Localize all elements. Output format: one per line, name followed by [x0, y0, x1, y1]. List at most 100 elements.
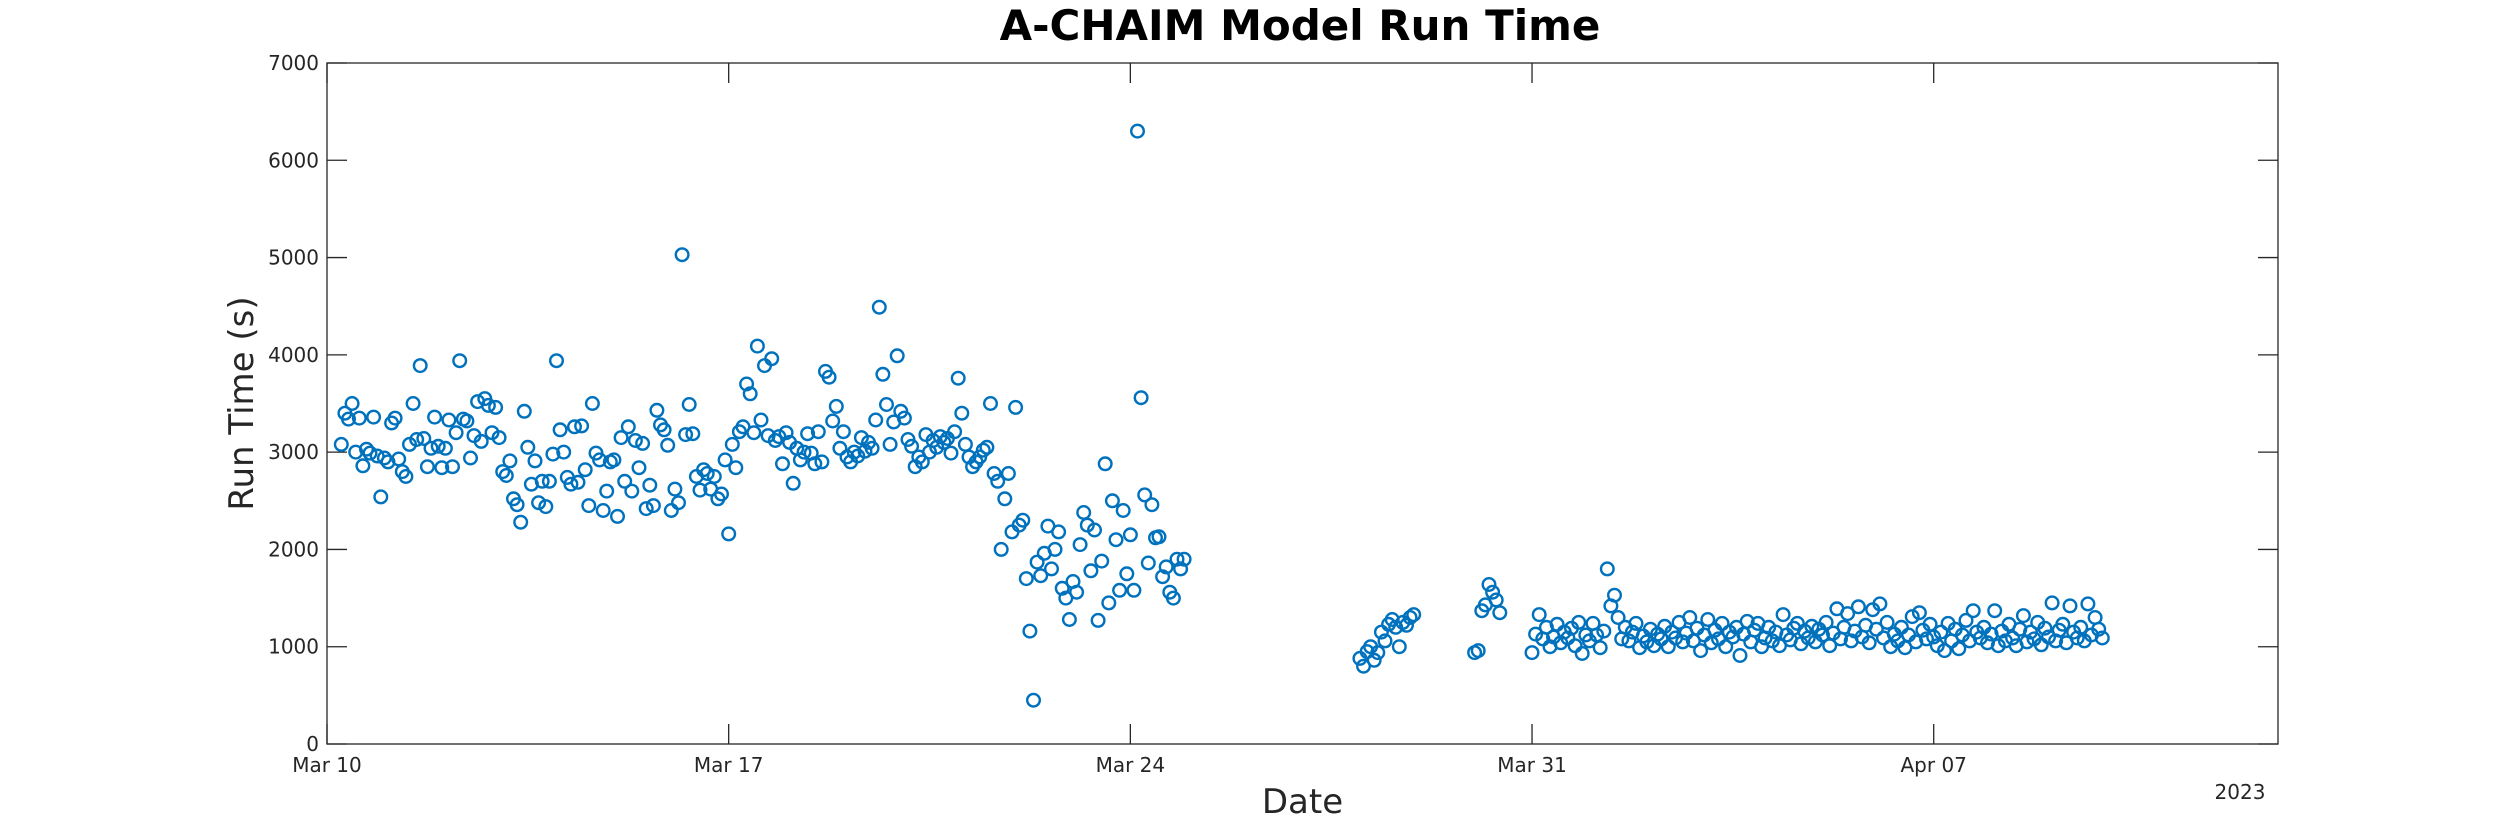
data-point [441, 412, 457, 428]
data-point [814, 454, 830, 470]
data-point [2055, 616, 2071, 632]
data-point [1158, 559, 1174, 575]
data-point [997, 491, 1013, 507]
data-point [1076, 505, 1092, 521]
data-point [2005, 630, 2021, 646]
data-point [896, 410, 912, 426]
data-point [753, 412, 769, 428]
data-point [452, 353, 468, 369]
data-point [1122, 527, 1138, 543]
data-point [767, 433, 783, 449]
data-point [1470, 643, 1486, 659]
data-point [527, 453, 543, 469]
y-tick-label: 4000 [268, 343, 319, 367]
data-point [821, 369, 837, 385]
data-point [764, 351, 780, 367]
data-point [685, 426, 701, 442]
data-point [1485, 584, 1501, 600]
data-points [333, 123, 2110, 708]
data-point [706, 469, 722, 485]
data-point [1054, 580, 1070, 596]
data-point [405, 396, 421, 412]
data-point [1133, 390, 1149, 406]
data-point [1165, 590, 1181, 606]
data-point [2073, 619, 2089, 635]
data-point [1606, 587, 1622, 603]
data-point [660, 437, 676, 453]
data-point [624, 483, 640, 499]
y-tick-label: 2000 [268, 537, 319, 561]
data-point [1094, 553, 1110, 569]
data-point [531, 495, 547, 511]
data-point [1015, 512, 1031, 528]
x-tick-label: Mar 24 [1096, 753, 1166, 777]
data-point [914, 454, 930, 470]
data-point [1628, 615, 1644, 631]
data-point [1069, 584, 1085, 600]
data-point [2062, 598, 2078, 614]
data-point [606, 452, 622, 468]
data-point [574, 418, 590, 434]
data-point [1018, 571, 1034, 587]
data-point [879, 397, 895, 413]
data-point [1090, 612, 1106, 628]
data-point [671, 495, 687, 511]
data-point [1000, 466, 1016, 482]
data-point [696, 462, 712, 478]
data-point [1047, 541, 1063, 557]
data-point [936, 434, 952, 450]
data-point [427, 409, 443, 425]
data-point [1524, 645, 1540, 661]
data-point [1169, 551, 1185, 567]
data-point [800, 426, 816, 442]
data-point [2019, 634, 2035, 650]
data-point [437, 440, 453, 456]
data-point [488, 399, 504, 415]
data-point [1840, 606, 1856, 622]
data-point [1714, 615, 1730, 631]
data-point [724, 436, 740, 452]
data-point [717, 452, 733, 468]
data-point [1933, 624, 1949, 640]
data-point [502, 453, 518, 469]
data-point [1155, 569, 1171, 585]
data-point [581, 498, 597, 514]
data-point [1008, 399, 1024, 415]
data-point [2037, 620, 2053, 636]
data-point [416, 431, 432, 447]
data-point [498, 468, 514, 484]
data-point [513, 514, 529, 530]
data-point [373, 489, 389, 505]
data-point [1051, 524, 1067, 540]
data-point [1488, 592, 1504, 608]
plot-area-frame [326, 62, 2279, 745]
data-point [746, 425, 762, 441]
data-point [2044, 595, 2060, 611]
data-point [1911, 605, 1927, 621]
data-point [796, 444, 812, 460]
data-point [592, 452, 608, 468]
y-tick-label: 0 [306, 732, 319, 756]
data-point [1574, 646, 1590, 662]
data-point [943, 445, 959, 461]
data-point [1072, 537, 1088, 553]
data-point [423, 440, 439, 456]
x-tick-label: Mar 17 [694, 753, 764, 777]
data-point [491, 430, 507, 446]
data-point [1119, 566, 1135, 582]
data-point [1965, 603, 1981, 619]
data-point [986, 466, 1002, 482]
data-point [1700, 612, 1716, 628]
data-point [1951, 641, 1967, 657]
data-point [1398, 617, 1414, 633]
data-point [1108, 532, 1124, 548]
data-point [495, 464, 511, 480]
data-point [617, 473, 633, 489]
data-point [1804, 618, 1820, 634]
data-point [728, 460, 744, 476]
data-point [445, 459, 461, 475]
data-point [516, 403, 532, 419]
data-point [355, 458, 371, 474]
data-point [552, 422, 568, 438]
